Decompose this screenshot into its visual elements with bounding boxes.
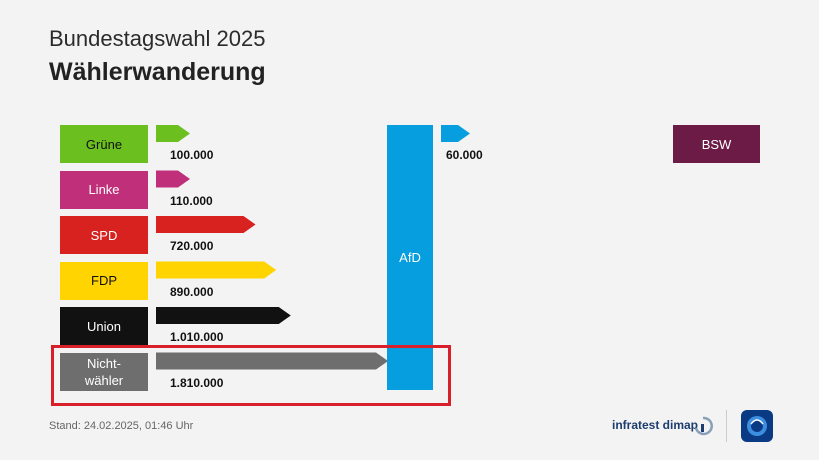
- party-box-3: FDP: [60, 261, 148, 300]
- flow-arrow-3: [156, 261, 277, 279]
- party-box-4: Union: [60, 307, 148, 345]
- chart-subtitle: Bundestagswahl 2025: [49, 26, 266, 51]
- flow-value-2: 720.000: [170, 239, 214, 253]
- footer-divider: [726, 410, 727, 442]
- party-label-4: Union: [87, 318, 121, 334]
- flow-arrow-4: [156, 307, 291, 324]
- party-label-3: FDP: [91, 273, 117, 288]
- flow-value-0: 100.000: [170, 148, 214, 162]
- party-label-1: Linke: [88, 182, 120, 197]
- flow-arrow-5: [156, 352, 388, 370]
- tagesschau-logo-icon: [741, 410, 773, 442]
- bsw-outflow-value: 60.000: [446, 148, 483, 162]
- flow-arrow-1: [156, 170, 190, 188]
- flow-value-4: 1.010.000: [170, 330, 224, 344]
- party-label-5: Nicht- wähler: [84, 355, 124, 388]
- infratest-logo-icon: [694, 416, 713, 436]
- chart-title: Wählerwanderung: [49, 58, 266, 86]
- flow-value-5: 1.810.000: [170, 375, 224, 390]
- party-label-2: SPD: [90, 227, 118, 243]
- flow-arrow-0: [156, 125, 190, 142]
- outflow-arrow-bsw: [441, 125, 470, 142]
- infratest-dimap-logo: infratest dimap: [612, 418, 699, 432]
- party-box-0: Grüne: [60, 125, 148, 163]
- nichtwaehler-highlight-frame: [51, 345, 451, 406]
- party-label-0: Grüne: [85, 136, 123, 152]
- flow-value-1: 110.000: [170, 193, 213, 208]
- bsw-label: BSW: [701, 136, 732, 152]
- bsw-party-box: BSW: [673, 125, 760, 163]
- flow-value-3: 890.000: [170, 284, 214, 299]
- party-box-2: SPD: [60, 216, 148, 254]
- timestamp: Stand: 24.02.2025, 01:46 Uhr: [49, 420, 194, 432]
- afd-label: AfD: [399, 250, 421, 265]
- party-box-1: Linke: [60, 170, 148, 209]
- party-box-5: Nicht- wähler: [60, 352, 148, 391]
- flow-arrow-2: [156, 216, 256, 233]
